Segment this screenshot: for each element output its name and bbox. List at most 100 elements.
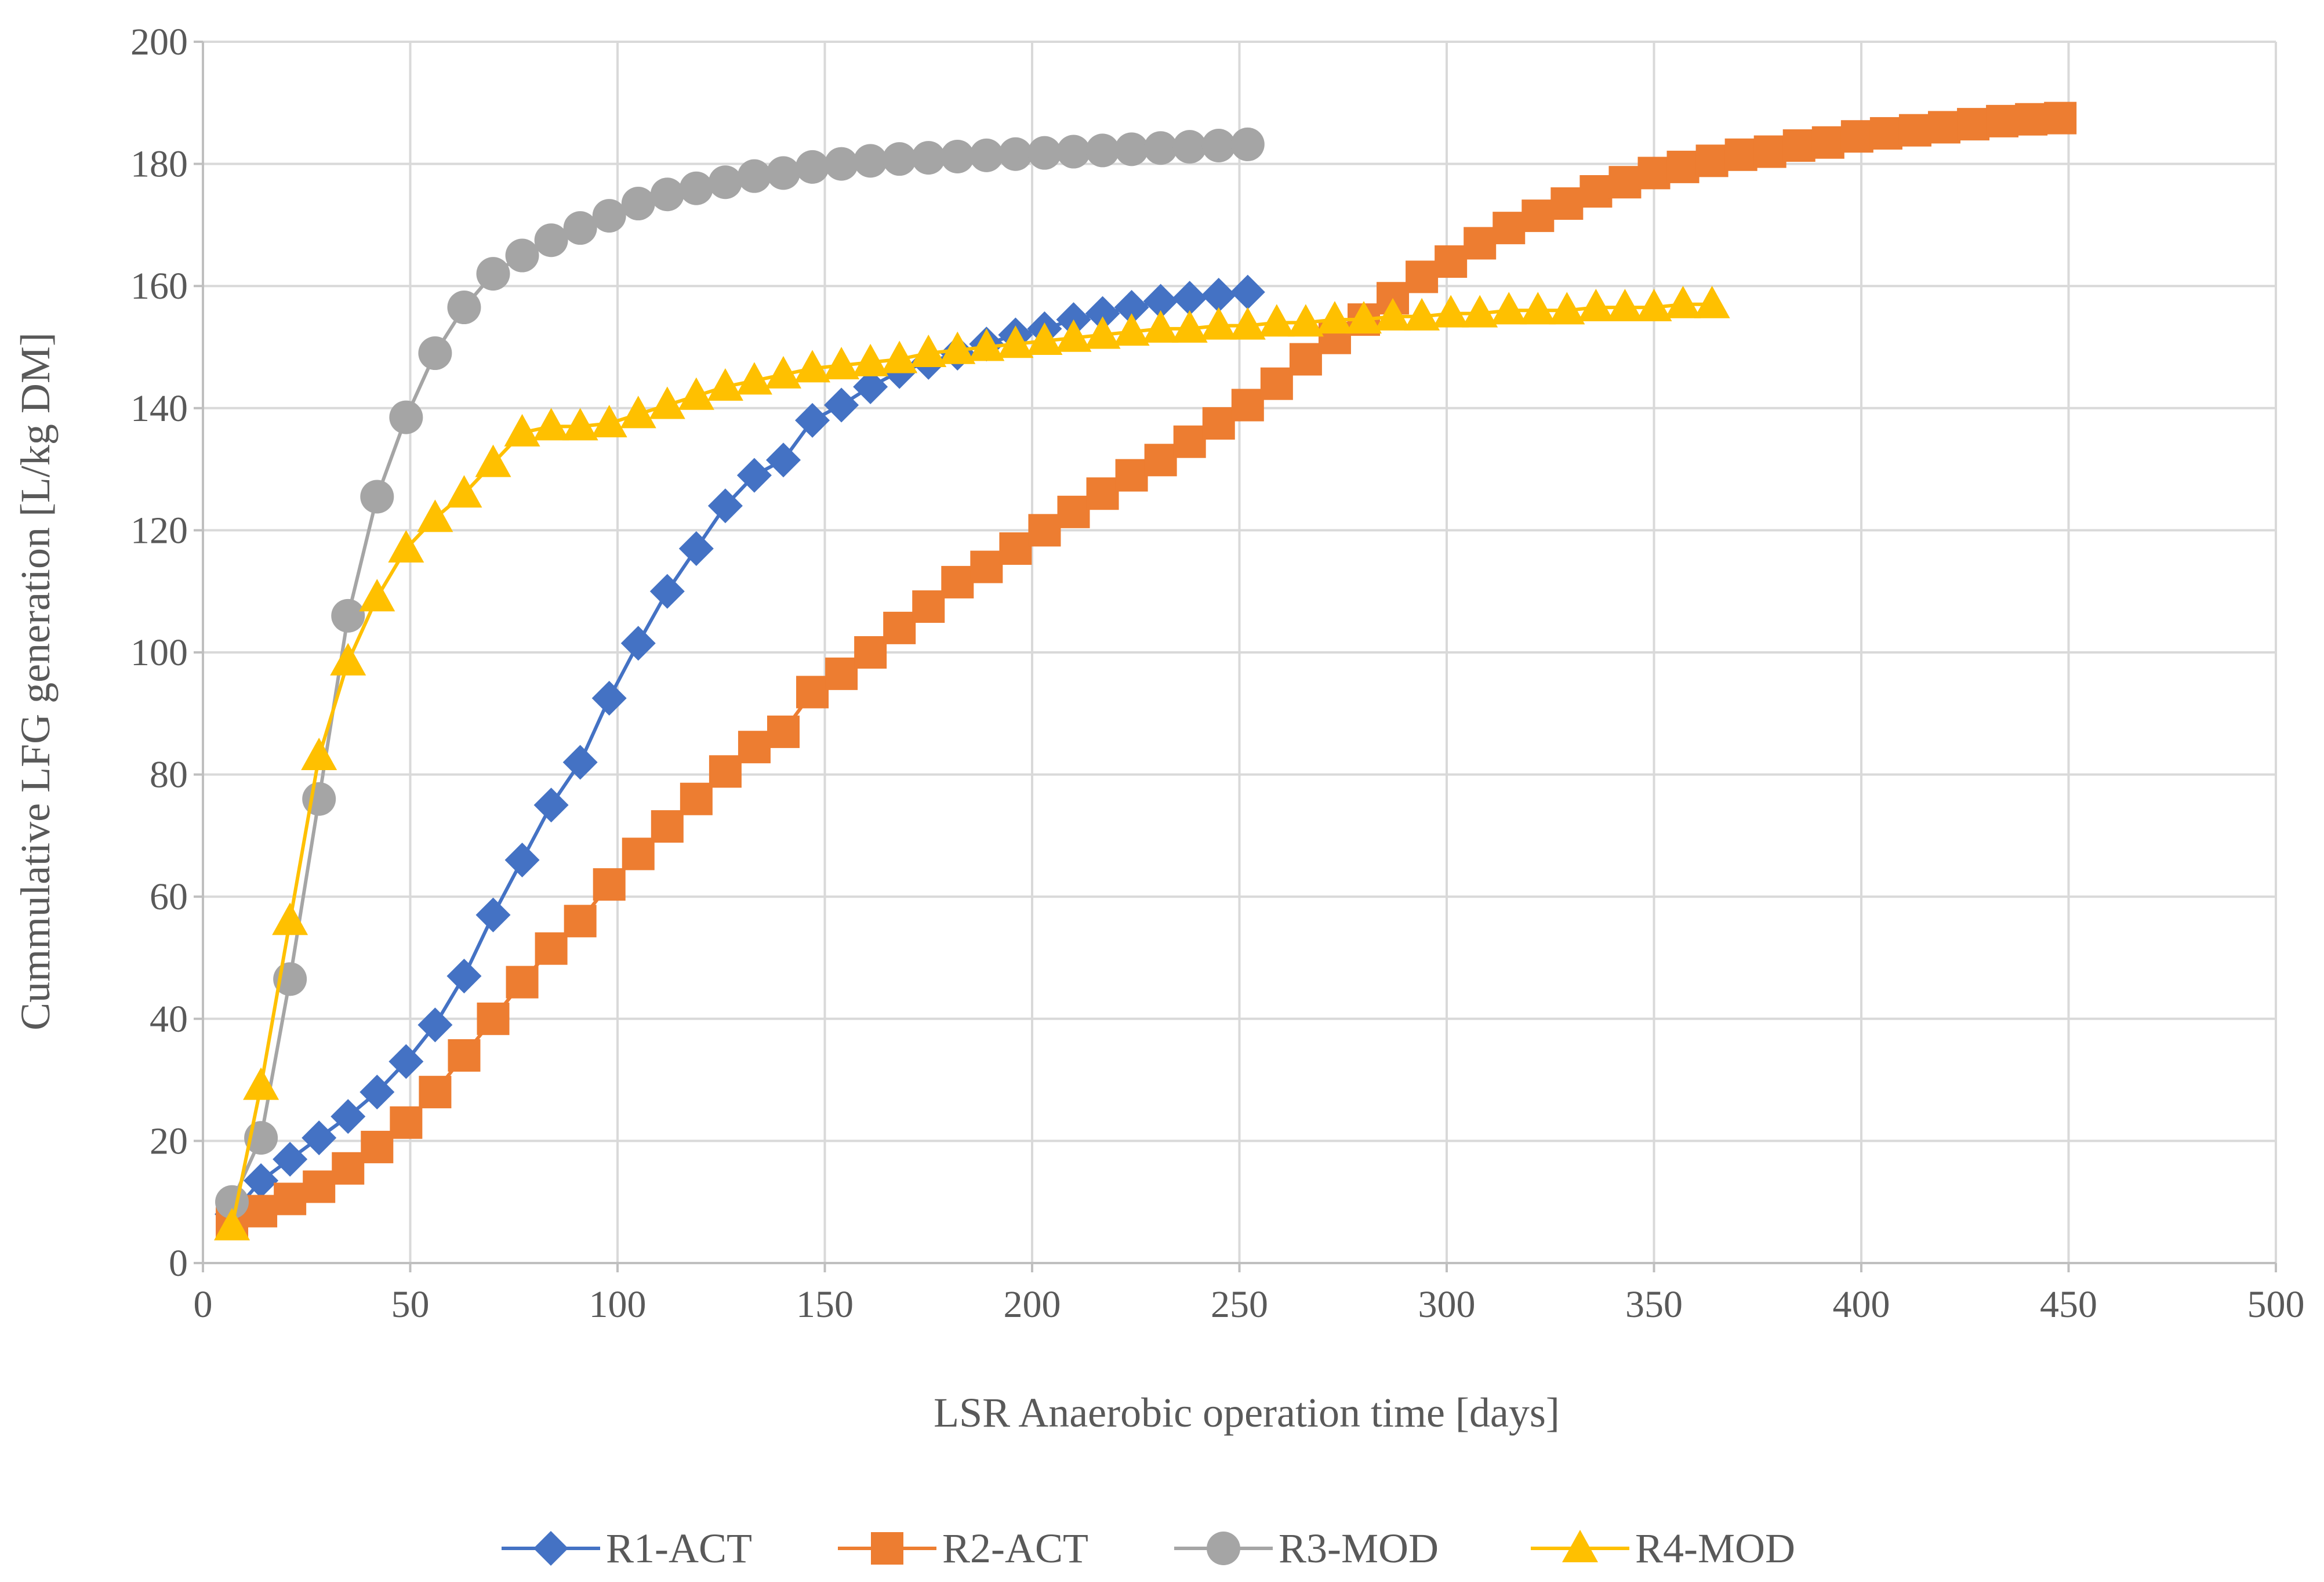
x-tick-label: 300 (1418, 1283, 1476, 1326)
data-point-r3-mod (854, 144, 888, 178)
series-r4-mod (214, 285, 1730, 1240)
data-point-r4-mod (591, 405, 627, 438)
x-tick-label: 0 (194, 1283, 213, 1326)
data-point-r4-mod (1316, 301, 1353, 334)
data-point-r2-act (1898, 114, 1931, 147)
legend-label-r3-mod: R3-MOD (1279, 1525, 1439, 1572)
data-point-r4-mod (997, 325, 1034, 358)
data-point-r4-mod (1258, 304, 1295, 337)
series-line-r3-mod (230, 142, 1248, 1203)
data-point-r2-act (1957, 108, 1990, 141)
data-point-r1-act (331, 1099, 366, 1134)
x-tick-label: 200 (1004, 1283, 1061, 1326)
data-point-r4-mod (417, 499, 453, 532)
data-point-r1-act (795, 402, 830, 438)
data-point-r1-act (620, 626, 656, 661)
y-tick-label: 0 (169, 1242, 188, 1285)
data-point-r3-mod (883, 142, 917, 176)
data-point-r2-act (419, 1076, 452, 1109)
data-point-r4-mod (852, 343, 889, 376)
data-point-r2-act (1464, 227, 1497, 260)
data-point-r4-mod (1404, 297, 1440, 331)
data-point-r2-act (1782, 129, 1815, 162)
data-point-r1-act (766, 442, 801, 478)
y-tick-label: 120 (130, 509, 188, 551)
data-point-r2-act (825, 657, 858, 690)
data-point-r4-mod (620, 396, 656, 429)
legend-label-r2-act: R2-ACT (942, 1525, 1088, 1572)
data-point-r2-act (1115, 459, 1148, 492)
tick-labels: 0 20 40 60 80 100 120 140 160 180 200 0 50 100 150 200 2… (130, 21, 2305, 1326)
data-point-r4-mod (1346, 301, 1382, 334)
data-point-r4-mod (1200, 307, 1237, 340)
data-point-r2-act (1057, 495, 1090, 528)
data-point-r2-act (1173, 425, 1206, 458)
data-point-r4-mod (1375, 297, 1411, 331)
data-point-r4-mod (214, 1207, 250, 1240)
x-tick-label: 400 (1833, 1283, 1890, 1326)
data-point-r3-mod (825, 147, 859, 181)
data-point-r2-act (1986, 104, 2019, 137)
data-point-r1-act (736, 458, 772, 493)
data-point-r3-mod (302, 782, 336, 816)
data-point-r4-mod (1491, 292, 1527, 325)
legend-item-r3-mod: R3-MOD (1174, 1525, 1439, 1572)
data-point-r2-act (1260, 367, 1293, 400)
data-point-r2-act (1724, 138, 1757, 171)
y-tick-label: 140 (130, 387, 188, 430)
data-point-r3-mod (708, 165, 742, 199)
y-tick-label: 60 (150, 876, 188, 918)
data-point-r4-mod (823, 347, 860, 380)
data-point-r3-mod (418, 336, 452, 371)
gridlines (203, 41, 2277, 1263)
data-point-r2-act (1869, 117, 1902, 150)
data-point-r2-act (448, 1039, 481, 1072)
y-tick-label: 40 (150, 998, 188, 1040)
series-layer (214, 101, 2077, 1240)
data-point-r4-mod (968, 328, 1005, 361)
data-point-r2-act (593, 868, 626, 901)
data-point-r2-act (2044, 101, 2077, 135)
data-point-r3-mod (998, 137, 1033, 171)
x-tick-label: 150 (796, 1283, 854, 1326)
data-point-r4-mod (562, 408, 598, 441)
data-point-r4-mod (359, 579, 395, 612)
series-r1-act (215, 274, 1265, 1232)
x-tick-label: 50 (391, 1283, 430, 1326)
data-point-r4-mod (272, 902, 308, 935)
data-point-r4-mod (1142, 310, 1179, 343)
legend-marker-r3-mod (1207, 1532, 1240, 1565)
data-point-r1-act (273, 1141, 308, 1177)
data-point-r2-act (796, 676, 829, 709)
data-point-r4-mod (939, 331, 976, 364)
data-point-r1-act (1114, 290, 1149, 325)
data-point-r3-mod (447, 291, 481, 325)
data-point-r4-mod (1171, 310, 1208, 343)
y-tick-label: 160 (130, 265, 188, 307)
data-point-r1-act (244, 1163, 279, 1198)
x-tick-label: 100 (589, 1283, 647, 1326)
data-point-r4-mod (1055, 319, 1092, 352)
data-point-r1-act (707, 488, 743, 524)
data-point-r2-act (1753, 135, 1786, 168)
data-point-r4-mod (446, 475, 482, 508)
data-point-r4-mod (243, 1067, 279, 1100)
data-point-r1-act (649, 574, 685, 609)
legend-marker-r4-mod (1562, 1530, 1598, 1562)
data-point-r1-act (824, 387, 859, 423)
data-point-r3-mod (941, 139, 975, 173)
legend: R1-ACT R2-ACT R3-MOD R4-MOD (502, 1525, 1795, 1572)
data-point-r4-mod (736, 362, 772, 395)
data-point-r4-mod (1694, 285, 1730, 318)
data-point-r4-mod (881, 340, 918, 373)
data-point-r4-mod (678, 377, 714, 410)
data-point-r2-act (535, 932, 568, 965)
data-point-r2-act (1086, 477, 1119, 510)
legend-label-r1-act: R1-ACT (606, 1525, 752, 1572)
data-point-r1-act (533, 788, 569, 823)
data-point-r3-mod (563, 211, 597, 245)
data-point-r3-mod (650, 177, 684, 212)
data-point-r2-act (1695, 144, 1729, 177)
data-point-r3-mod (796, 150, 830, 184)
